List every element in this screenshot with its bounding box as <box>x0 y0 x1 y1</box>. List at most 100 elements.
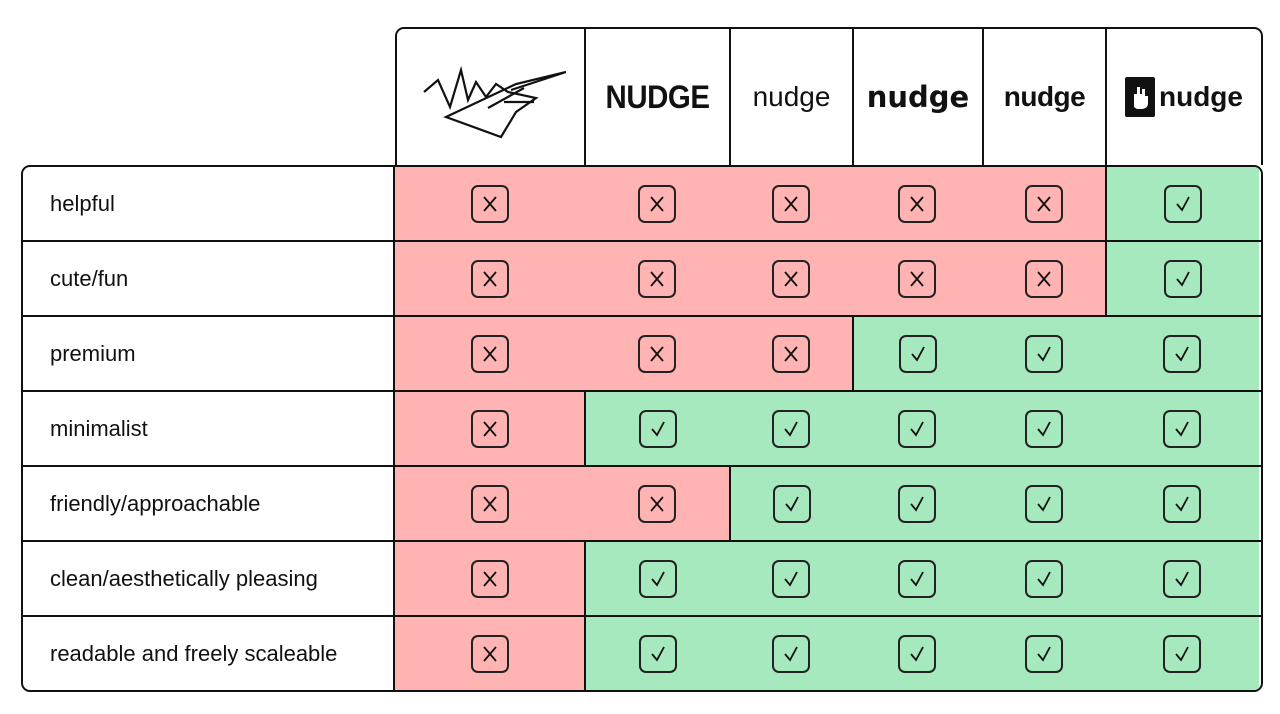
logo-nudge-caps: NUDGE <box>605 78 710 115</box>
checkbox-x-icon <box>771 184 810 223</box>
x-cell <box>395 167 584 240</box>
criterion-label: clean/aesthetically pleasing <box>23 542 395 615</box>
check-cell <box>852 617 982 690</box>
check-cell <box>729 467 852 540</box>
checkbox-x-icon <box>898 184 936 223</box>
checkbox-x-icon <box>470 259 509 298</box>
checkbox-x-icon <box>637 184 676 223</box>
checkbox-checked-icon <box>1163 334 1201 373</box>
header-cell-sketch <box>397 29 586 165</box>
table-row: helpful <box>23 167 1261 242</box>
table-row: clean/aesthetically pleasing <box>23 542 1261 617</box>
x-cell <box>729 317 852 392</box>
check-cell <box>982 542 1105 615</box>
table-row: readable and freely scaleable <box>23 617 1261 690</box>
check-cell <box>584 617 729 690</box>
check-cell <box>1105 317 1259 390</box>
criterion-label: readable and freely scaleable <box>23 617 395 690</box>
table-row: premium <box>23 317 1261 392</box>
checkbox-x-icon <box>470 634 509 673</box>
x-cell <box>852 242 982 317</box>
header-cell-logo-2: NUDGE <box>586 29 731 165</box>
checkbox-x-icon <box>1024 184 1063 223</box>
logo-nudge-rounded: nudge <box>866 80 970 114</box>
x-cell <box>584 317 729 392</box>
check-cell <box>1105 392 1259 465</box>
logo-header-row: NUDGE nudge nudge nudge nudge <box>395 27 1263 165</box>
checkbox-checked-icon <box>1164 184 1202 223</box>
check-cell <box>852 542 982 615</box>
table-row: minimalist <box>23 392 1261 467</box>
check-cell <box>729 542 852 615</box>
header-cell-logo-3: nudge <box>731 29 854 165</box>
x-cell <box>395 392 584 465</box>
checkbox-x-icon <box>898 259 936 298</box>
x-cell <box>982 242 1105 317</box>
header-cell-logo-4: nudge <box>854 29 984 165</box>
checkbox-x-icon <box>470 184 509 223</box>
logo-nudge-heavy: nudge <box>1003 81 1086 112</box>
criterion-label: cute/fun <box>23 242 395 315</box>
x-cell <box>395 317 584 390</box>
check-cell <box>1105 242 1259 315</box>
check-cell <box>982 392 1105 465</box>
checkbox-checked-icon <box>1163 409 1201 448</box>
check-cell <box>1105 542 1259 615</box>
checkbox-x-icon <box>470 559 509 598</box>
table-row: cute/fun <box>23 242 1261 317</box>
checkbox-x-icon <box>1024 259 1063 298</box>
checkbox-x-icon <box>771 334 810 373</box>
hand-icon <box>1125 77 1155 117</box>
check-cell <box>729 617 852 690</box>
check-cell <box>852 467 982 540</box>
x-cell <box>852 167 982 240</box>
checkbox-checked-icon <box>1163 634 1201 673</box>
x-cell <box>395 617 584 690</box>
checkbox-checked-icon <box>898 409 936 448</box>
checkbox-checked-icon <box>1163 559 1201 598</box>
checkbox-checked-icon <box>771 559 810 598</box>
checkbox-checked-icon <box>1024 484 1063 523</box>
x-cell <box>584 167 729 240</box>
checkbox-x-icon <box>470 334 509 373</box>
checkbox-checked-icon <box>1163 484 1201 523</box>
check-cell <box>982 467 1105 540</box>
check-cell <box>852 392 982 465</box>
check-cell <box>584 392 729 467</box>
logo-nudge-regular: nudge <box>752 81 831 112</box>
check-cell <box>584 542 729 615</box>
x-cell <box>395 467 584 540</box>
x-cell <box>729 167 852 240</box>
x-cell <box>982 167 1105 240</box>
checkbox-checked-icon <box>771 634 810 673</box>
check-cell <box>852 317 982 390</box>
comparison-table: helpful cute/fun premium minimalist friendly… <box>21 165 1263 692</box>
checkbox-x-icon <box>771 259 810 298</box>
check-cell <box>1105 467 1259 540</box>
criterion-label: friendly/approachable <box>23 467 395 540</box>
header-cell-logo-5: nudge <box>984 29 1107 165</box>
check-cell <box>729 392 852 465</box>
logo-nudge-hand: nudge <box>1159 81 1243 112</box>
checkbox-checked-icon <box>898 634 936 673</box>
checkbox-x-icon <box>637 259 676 298</box>
table-row: friendly/approachable <box>23 467 1261 542</box>
x-cell <box>584 242 729 315</box>
checkbox-checked-icon <box>898 559 936 598</box>
checkbox-checked-icon <box>898 484 936 523</box>
checkbox-x-icon <box>470 409 509 448</box>
checkbox-checked-icon <box>772 484 811 523</box>
criterion-label: helpful <box>23 167 395 240</box>
checkbox-checked-icon <box>1024 559 1063 598</box>
check-cell <box>1105 167 1259 240</box>
check-cell <box>1105 617 1259 690</box>
sketch-logo-icon <box>422 65 566 139</box>
criterion-label: premium <box>23 317 395 390</box>
checkbox-checked-icon <box>771 409 810 448</box>
checkbox-checked-icon <box>899 334 937 373</box>
check-cell <box>982 317 1105 390</box>
checkbox-checked-icon <box>638 409 677 448</box>
criterion-label: minimalist <box>23 392 395 465</box>
checkbox-checked-icon <box>1164 259 1202 298</box>
x-cell <box>395 542 584 615</box>
